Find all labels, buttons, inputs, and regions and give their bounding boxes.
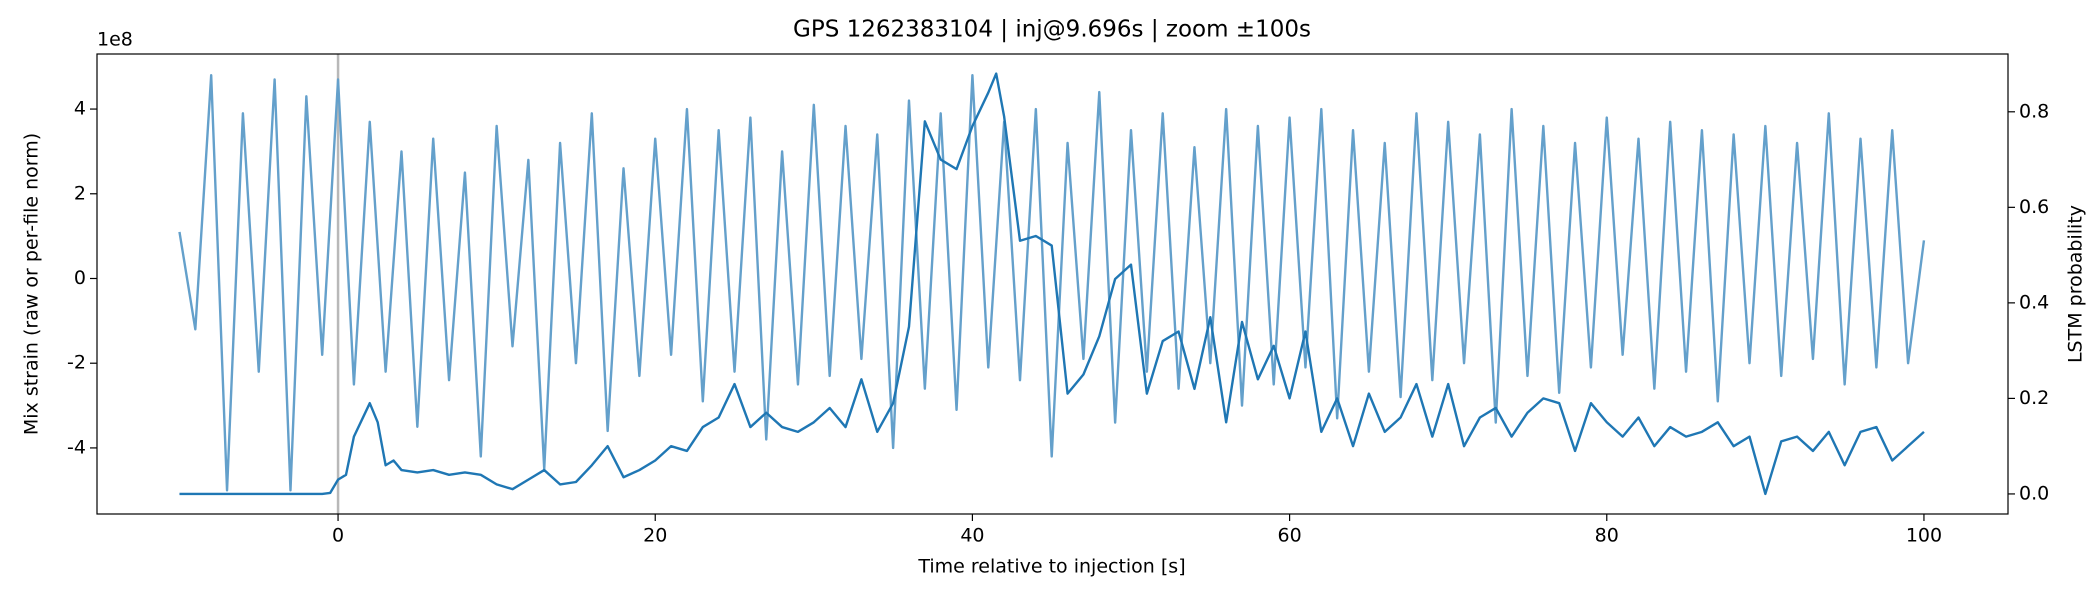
y2-tick-label: 0.0 — [2019, 482, 2049, 504]
plot-frame — [96, 53, 2009, 515]
y-tick-label: 0 — [74, 267, 86, 289]
x-tick-label: 0 — [332, 525, 344, 547]
y-offset-label: 1e8 — [97, 29, 133, 51]
y2-tick-label: 0.4 — [2019, 291, 2049, 313]
y-tick-label: -2 — [67, 352, 86, 374]
y-axis-label: Mix strain (raw or per-file norm) — [21, 133, 43, 435]
x-tick-label: 20 — [643, 525, 667, 547]
series-line — [178, 73, 1926, 492]
x-tick-label: 100 — [1906, 525, 1942, 547]
y-tick-label: -4 — [67, 436, 86, 458]
chart-title: GPS 1262383104 | inj@9.696s | zoom ±100s — [793, 17, 1311, 43]
x-axis-label: Time relative to injection [s] — [917, 556, 1185, 578]
y-tick-label: 2 — [74, 182, 86, 204]
x-tick-label: 80 — [1595, 525, 1619, 547]
x-tick-label: 60 — [1277, 525, 1301, 547]
y2-tick-label: 0.8 — [2019, 100, 2049, 122]
x-tick-label: 40 — [960, 525, 984, 547]
y2-tick-label: 0.2 — [2019, 387, 2049, 409]
y-tick-label: 4 — [74, 98, 86, 120]
series-line — [179, 72, 1925, 496]
y2-axis-label: LSTM probability — [2065, 205, 2087, 363]
y2-tick-label: 0.6 — [2019, 196, 2049, 218]
